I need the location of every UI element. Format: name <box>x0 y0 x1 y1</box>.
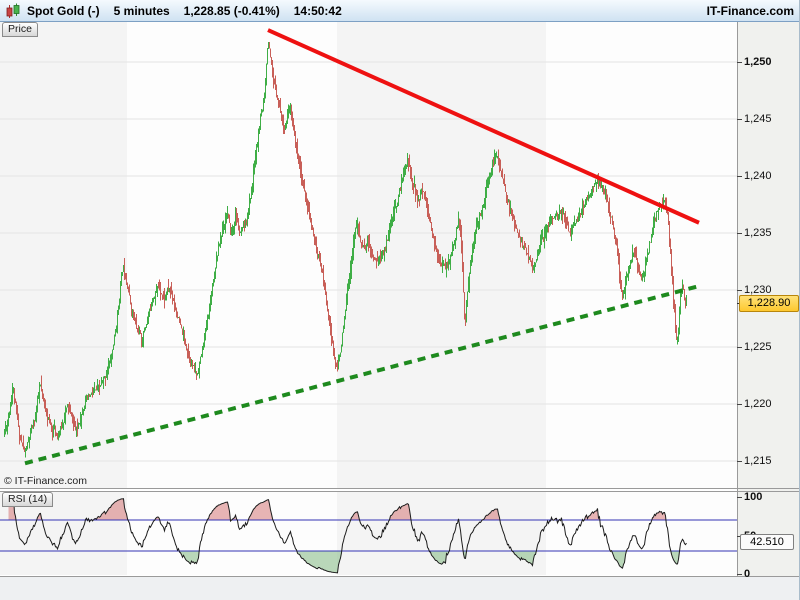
price-axis-label: 1,220 <box>744 398 772 410</box>
candlestick-icon <box>6 3 20 18</box>
brand-label: IT-Finance.com <box>706 3 794 18</box>
rsi-value-badge: 42.510 <box>740 534 794 551</box>
rsi-overbought-fill <box>482 509 500 521</box>
rsi-oversold-fill <box>670 551 680 565</box>
price-axis-tick <box>737 176 742 177</box>
price-axis-label: 1,225 <box>744 341 772 353</box>
day-band <box>0 22 127 488</box>
price-axis-label: 1,245 <box>744 113 772 125</box>
trendline-descending-resistance[interactable] <box>267 28 700 225</box>
day-band <box>337 22 546 488</box>
rsi-oversold-fill <box>611 551 627 569</box>
rsi-oversold-fill <box>512 551 537 566</box>
rsi-indicator-plot[interactable] <box>0 492 737 575</box>
price-axis-label: 1,250 <box>744 56 772 68</box>
price-axis-tick <box>737 347 742 348</box>
rsi-line <box>8 496 687 574</box>
rsi-axis-tick <box>737 535 742 537</box>
timeframe-label: 5 minutes <box>113 3 170 18</box>
rsi-oversold-fill <box>296 551 342 573</box>
tab-rsi[interactable]: RSI (14) <box>2 492 54 507</box>
rsi-axis-tick <box>737 497 742 498</box>
instrument-title: Spot Gold (-) <box>27 3 100 18</box>
rsi-overbought-fill <box>207 502 231 521</box>
panel-separator <box>0 488 800 489</box>
rsi-overbought-fill <box>93 498 129 521</box>
rsi-oversold-fill <box>429 551 450 565</box>
price-axis-tick <box>737 404 742 405</box>
rsi-axis-label: 0 <box>744 568 751 581</box>
price-axis-tick <box>737 461 742 462</box>
price-chart-plot[interactable] <box>0 22 737 488</box>
price-axis-tick <box>737 290 742 291</box>
trendline-ascending-support[interactable] <box>24 284 698 466</box>
tab-price[interactable]: Price <box>2 22 38 37</box>
price-axis-label: 1,215 <box>744 455 772 467</box>
copyright-watermark: © IT-Finance.com <box>4 475 88 487</box>
time-axis: 15:0020:002405:0010:0015:0020:002505:001… <box>0 576 800 600</box>
chart-header: Spot Gold (-) 5 minutes 1,228.85 (-0.41%… <box>0 0 800 22</box>
rsi-overbought-fill <box>350 511 360 521</box>
rsi-axis-label: 100 <box>744 491 763 503</box>
axis-border <box>737 22 738 576</box>
price-axis-label: 1,240 <box>744 170 772 182</box>
rsi-axis-tick <box>737 574 742 576</box>
price-axis-label: 1,230 <box>744 284 772 296</box>
panel-separator <box>0 491 800 492</box>
rsi-oversold-fill <box>179 551 200 564</box>
rsi-overbought-fill <box>248 499 274 521</box>
candles <box>4 41 687 458</box>
price-axis-tick <box>737 119 742 120</box>
current-price-badge: 1,228.90 <box>739 294 799 312</box>
session-clock: 14:50:42 <box>293 3 342 18</box>
price-axis-tick <box>737 233 742 234</box>
rsi-overbought-fill <box>389 503 412 521</box>
last-quote: 1,228.85 (-0.41%) <box>183 3 280 18</box>
price-axis-label: 1,235 <box>744 227 772 239</box>
rsi-overbought-fill <box>651 511 666 521</box>
price-axis-tick <box>737 62 742 63</box>
